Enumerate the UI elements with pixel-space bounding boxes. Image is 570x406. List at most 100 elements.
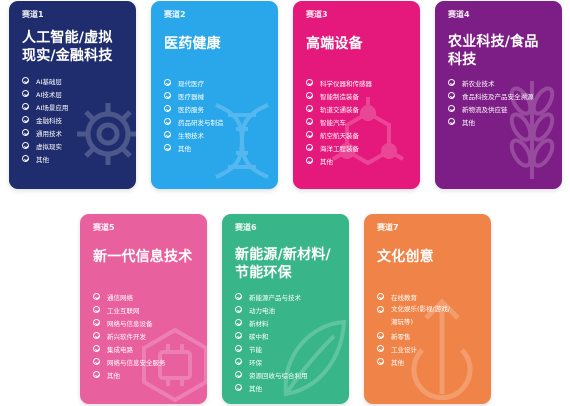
check-circle-icon (306, 105, 313, 112)
track-item-list: 新能源产品与技术 动力电池 新材料 碳中和 节能 环保 资源回收与综合利用 其他 (235, 290, 308, 394)
check-circle-icon (22, 103, 29, 110)
list-item: 海洋工程装备 (306, 141, 372, 154)
check-circle-icon (377, 306, 384, 313)
list-item: 医疗器械 (164, 89, 224, 102)
check-circle-icon (22, 116, 29, 123)
list-item: 碳中和 (235, 329, 308, 342)
check-circle-icon (164, 118, 171, 125)
list-item: 其他 (306, 154, 372, 167)
check-circle-icon (448, 79, 455, 86)
check-circle-icon (93, 371, 100, 378)
track-card-2[interactable]: 赛道2 医药健康 现代医疗 医疗器械 医药服务 药品研发与制造 生物技术 其他 (151, 1, 278, 189)
list-item: 其他 (448, 115, 534, 128)
check-circle-icon (448, 105, 455, 112)
track-card-3[interactable]: 赛道3 高端设备 科学仪器和传感器 智能制造装备 轨道交通装备 智能汽车 航空航… (293, 1, 420, 189)
check-circle-icon (306, 157, 313, 164)
track-title: 医药健康 (164, 36, 221, 52)
check-circle-icon (235, 319, 242, 326)
check-circle-icon (22, 155, 29, 162)
list-item: 虚拟现实 (22, 139, 68, 152)
list-item: AI场景应用 (22, 100, 68, 113)
check-circle-icon (164, 144, 171, 151)
list-item: 新能源产品与技术 (235, 290, 308, 303)
track-card-7[interactable]: 赛道7 文化创意 在线教育 文化娱乐(影视/游戏/ 潮玩等) 新零售 工业设计 … (364, 214, 491, 404)
check-circle-icon (93, 345, 100, 352)
check-circle-icon (164, 79, 171, 86)
check-circle-icon (306, 131, 313, 138)
check-circle-icon (306, 144, 313, 151)
list-item: 网络与信息设备 (93, 316, 166, 329)
check-circle-icon (22, 77, 29, 84)
check-circle-icon (22, 142, 29, 149)
track-title: 人工智能/虚拟 现实/金融科技 (22, 30, 113, 64)
track-title: 高端设备 (306, 36, 363, 52)
check-circle-icon (235, 332, 242, 339)
list-item: 航空航天装备 (306, 128, 372, 141)
track-title: 新能源/新材料/ 节能环保 (235, 247, 331, 281)
check-circle-icon (22, 129, 29, 136)
check-circle-icon (235, 293, 242, 300)
list-item: 动力电池 (235, 303, 308, 316)
check-circle-icon (93, 306, 100, 313)
check-circle-icon (377, 332, 384, 339)
track-label: 赛道1 (22, 10, 44, 19)
track-label: 赛道7 (377, 223, 399, 232)
check-circle-icon (306, 92, 313, 99)
list-item: 工业设计 (377, 342, 450, 355)
check-circle-icon (306, 79, 313, 86)
check-circle-icon (22, 90, 29, 97)
list-item: 通用技术 (22, 126, 68, 139)
track-label: 赛道3 (306, 10, 328, 19)
track-item-list: 通信网络 工业互联网 网络与信息设备 新兴软件开发 集成电路 网络与信息安全服务… (93, 290, 166, 381)
track-title: 文化创意 (377, 249, 434, 265)
list-item: 科学仪器和传感器 (306, 76, 372, 89)
check-circle-icon (93, 293, 100, 300)
list-item: 环保 (235, 355, 308, 368)
check-circle-icon (235, 371, 242, 378)
check-circle-icon (235, 306, 242, 313)
gear-icon (77, 103, 136, 165)
list-item: 网络与信息安全服务 (93, 355, 166, 368)
list-item: 新材料 (235, 316, 308, 329)
track-item-list: 新农业技术 食品科技及产品安全溯源 新物流及供应链 其他 (448, 76, 534, 128)
track-item-list: 在线教育 文化娱乐(影视/游戏/ 潮玩等) 新零售 工业设计 其他 (377, 290, 450, 368)
check-circle-icon (164, 131, 171, 138)
check-circle-icon (164, 92, 171, 99)
list-item: 现代医疗 (164, 76, 224, 89)
list-item: 其他 (22, 152, 68, 165)
check-circle-icon (377, 293, 384, 300)
check-circle-icon (235, 384, 242, 391)
list-item: 生物技术 (164, 128, 224, 141)
check-circle-icon (448, 118, 455, 125)
list-item: 智能汽车 (306, 115, 372, 128)
list-item: 资源回收与综合利用 (235, 368, 308, 381)
list-item: 新兴软件开发 (93, 329, 166, 342)
list-item: 工业互联网 (93, 303, 166, 316)
check-circle-icon (93, 332, 100, 339)
check-circle-icon (235, 345, 242, 352)
track-title: 新一代信息技术 (93, 249, 193, 265)
list-item: 轨道交通装备 (306, 102, 372, 115)
track-label: 赛道6 (235, 223, 257, 232)
list-item: 医药服务 (164, 102, 224, 115)
list-item: 药品研发与制造 (164, 115, 224, 128)
list-item: AI技术层 (22, 87, 68, 100)
list-item: AI基础层 (22, 74, 68, 87)
list-item: 集成电路 (93, 342, 166, 355)
track-card-4[interactable]: 赛道4 农业科技/食品 科技 新农业技术 食品科技及产品安全溯源 新物流及供应链… (435, 1, 562, 189)
list-item: 智能制造装备 (306, 89, 372, 102)
check-circle-icon (93, 319, 100, 326)
check-circle-icon (235, 358, 242, 365)
list-item: 新物流及供应链 (448, 102, 534, 115)
track-card-5[interactable]: 赛道5 新一代信息技术 通信网络 工业互联网 网络与信息设备 新兴软件开发 集成… (80, 214, 207, 404)
list-item: 其他 (235, 381, 308, 394)
list-item: 在线教育 (377, 290, 450, 303)
check-circle-icon (164, 105, 171, 112)
check-circle-icon (448, 92, 455, 99)
check-circle-icon (93, 358, 100, 365)
list-item: 其他 (377, 355, 450, 368)
check-circle-icon (377, 345, 384, 352)
track-card-1[interactable]: 赛道1 人工智能/虚拟 现实/金融科技 AI基础层 AI技术层 AI场景应用 金… (9, 1, 136, 189)
track-card-6[interactable]: 赛道6 新能源/新材料/ 节能环保 新能源产品与技术 动力电池 新材料 碳中和 … (222, 214, 349, 404)
list-item: 新零售 (377, 329, 450, 342)
